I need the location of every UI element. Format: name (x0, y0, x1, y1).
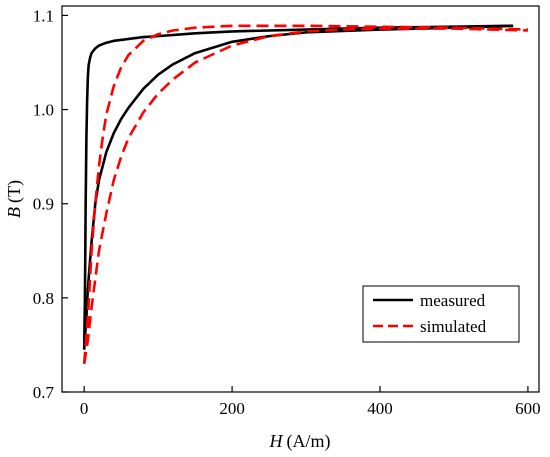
legend-box (362, 285, 520, 343)
y-axis-title: B (T) (4, 180, 25, 218)
x-axis-title: H (A/m) (269, 431, 331, 452)
series-simulated-branch-1 (82, 24, 528, 364)
x-axis-variable: H (269, 431, 284, 451)
x-tick-label: 0 (80, 399, 89, 418)
plot-frame (61, 5, 540, 393)
x-tick-label: 600 (515, 399, 541, 418)
y-axis-variable: B (4, 207, 24, 218)
x-tick-label: 400 (367, 399, 393, 418)
y-tick-label: 1.0 (33, 101, 54, 120)
plot-curves (82, 24, 528, 364)
legend-label-measured: measured (420, 291, 486, 310)
legend: measured simulated (362, 285, 520, 343)
x-tick-label: 200 (219, 399, 245, 418)
y-tick-label: 0.7 (33, 383, 55, 402)
series-measured-branch-1 (82, 24, 514, 350)
y-axis-unit: (T) (4, 180, 25, 203)
x-axis-unit: (A/m) (287, 431, 331, 452)
y-tick-label: 0.8 (33, 289, 54, 308)
legend-label-simulated: simulated (420, 317, 487, 336)
series-simulated-branch-2 (82, 27, 528, 364)
axis-ticks: 0 200 400 600 0.7 0.8 0.9 1.0 1.1 (33, 6, 541, 418)
y-tick-label: 0.9 (33, 195, 54, 214)
y-tick-label: 1.1 (33, 6, 54, 25)
